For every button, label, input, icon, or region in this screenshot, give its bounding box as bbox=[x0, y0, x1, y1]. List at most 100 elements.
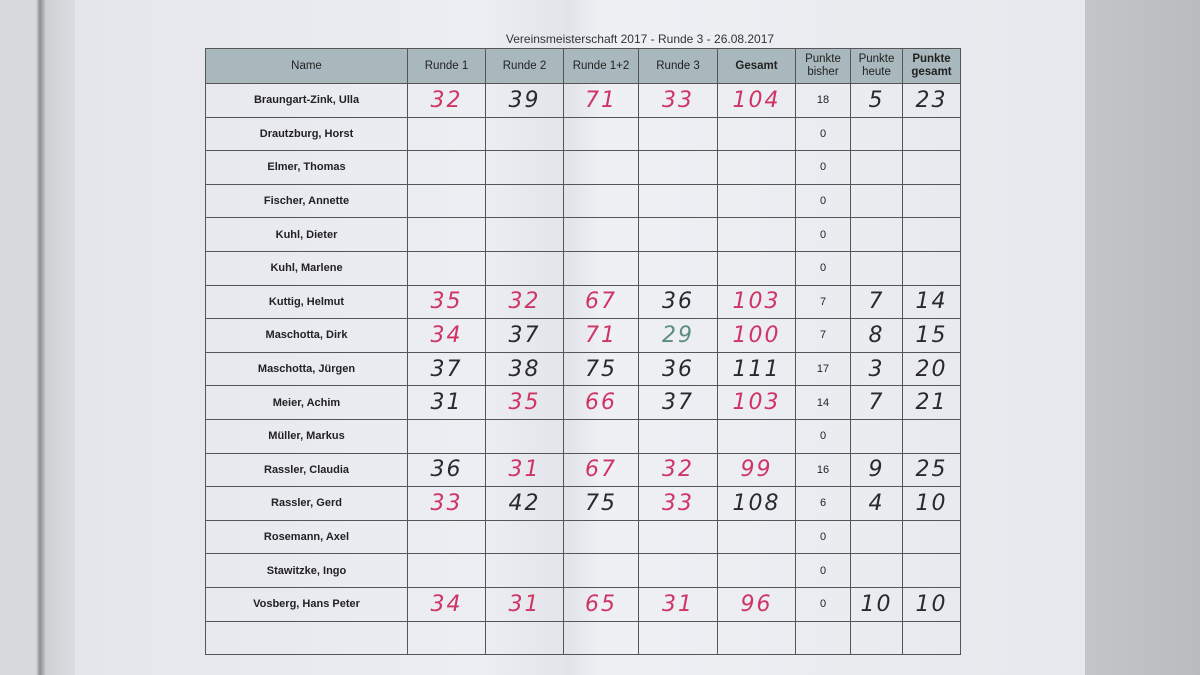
cell-bisher: 0 bbox=[795, 250, 851, 286]
cell-ges: 108 bbox=[717, 486, 796, 521]
player-name: Kuhl, Dieter bbox=[205, 217, 408, 252]
cell-r2: 42 bbox=[485, 486, 564, 521]
table-row: Meier, Achim 31 35 66 37 103 14 7 21 bbox=[205, 385, 961, 420]
cell-ges bbox=[717, 620, 796, 656]
cell-bisher: 0 bbox=[795, 116, 851, 152]
table-row: Vosberg, Hans Peter 34 31 65 31 96 0 10 10 bbox=[205, 586, 961, 622]
cell-r3 bbox=[638, 519, 718, 555]
cell-pges: 14 bbox=[902, 284, 961, 320]
cell-ges bbox=[717, 217, 796, 252]
cell-r12 bbox=[563, 620, 639, 656]
cell-ges bbox=[717, 250, 796, 286]
cell-r1: 36 bbox=[407, 452, 486, 488]
results-table: Name Runde 1 Runde 2 Runde 1+2 Runde 3 Gesamt… bbox=[205, 48, 961, 656]
cell-r3: 33 bbox=[638, 486, 718, 521]
cell-r12: 66 bbox=[563, 385, 639, 420]
table-row: Fischer, Annette 0 bbox=[205, 183, 961, 219]
cell-ges: 103 bbox=[717, 284, 796, 320]
cell-pges bbox=[902, 553, 961, 588]
table-row: Maschotta, Dirk 34 37 71 29 100 7 8 15 bbox=[205, 318, 961, 353]
cell-bisher: 14 bbox=[795, 385, 851, 420]
cell-pges bbox=[902, 217, 961, 252]
cell-r2: 31 bbox=[485, 586, 564, 622]
cell-r1: 31 bbox=[407, 385, 486, 420]
cell-r1 bbox=[407, 519, 486, 555]
cell-r3: 31 bbox=[638, 586, 718, 622]
cell-r12 bbox=[563, 519, 639, 555]
cell-bisher: 0 bbox=[795, 183, 851, 219]
cell-heute bbox=[850, 250, 903, 286]
cell-heute bbox=[850, 553, 903, 588]
table-row: Kuttig, Helmut 35 32 67 36 103 7 7 14 bbox=[205, 284, 961, 320]
cell-heute: 7 bbox=[850, 284, 903, 320]
cell-r12: 67 bbox=[563, 284, 639, 320]
cell-r2: 32 bbox=[485, 284, 564, 320]
player-name: Drautzburg, Horst bbox=[205, 116, 408, 152]
cell-r1 bbox=[407, 116, 486, 152]
header-row: Name Runde 1 Runde 2 Runde 1+2 Runde 3 Gesamt… bbox=[205, 48, 961, 84]
player-name: Kuhl, Marlene bbox=[205, 250, 408, 286]
cell-bisher: 0 bbox=[795, 418, 851, 454]
player-name: Braungart-Zink, Ulla bbox=[205, 83, 408, 118]
cell-r2 bbox=[485, 250, 564, 286]
cell-ges bbox=[717, 519, 796, 555]
cell-r2 bbox=[485, 519, 564, 555]
cell-r1 bbox=[407, 250, 486, 286]
cell-r12 bbox=[563, 183, 639, 219]
cell-ges: 104 bbox=[717, 83, 796, 118]
cell-pges bbox=[902, 519, 961, 555]
cell-r2: 35 bbox=[485, 385, 564, 420]
table-row: Drautzburg, Horst 0 bbox=[205, 116, 961, 152]
cell-r1 bbox=[407, 620, 486, 656]
cell-r1: 35 bbox=[407, 284, 486, 320]
cell-r3 bbox=[638, 620, 718, 656]
table-row: Braungart-Zink, Ulla 32 39 71 33 104 18 5 23 bbox=[205, 83, 961, 118]
player-name: Rassler, Claudia bbox=[205, 452, 408, 488]
column-header: Runde 1 bbox=[407, 48, 486, 84]
column-header: Punkte heute bbox=[850, 48, 903, 84]
player-name: Müller, Markus bbox=[205, 418, 408, 454]
cell-pges: 21 bbox=[902, 385, 961, 420]
cell-r12 bbox=[563, 116, 639, 152]
cell-heute bbox=[850, 116, 903, 152]
cell-pges: 23 bbox=[902, 83, 961, 118]
cell-r2: 39 bbox=[485, 83, 564, 118]
player-name: Meier, Achim bbox=[205, 385, 408, 420]
cell-bisher: 17 bbox=[795, 351, 851, 387]
cell-r1: 34 bbox=[407, 586, 486, 622]
column-header: Punkte gesamt bbox=[902, 48, 961, 84]
cell-bisher: 16 bbox=[795, 452, 851, 488]
cell-ges: 99 bbox=[717, 452, 796, 488]
cell-r1: 33 bbox=[407, 486, 486, 521]
cell-r2 bbox=[485, 418, 564, 454]
cell-ges bbox=[717, 418, 796, 454]
table-row: Elmer, Thomas 0 bbox=[205, 150, 961, 185]
cell-ges bbox=[717, 116, 796, 152]
column-header: Runde 1+2 bbox=[563, 48, 639, 84]
cell-heute: 9 bbox=[850, 452, 903, 488]
player-name: Maschotta, Dirk bbox=[205, 318, 408, 353]
cell-bisher: 0 bbox=[795, 553, 851, 588]
cell-r3: 32 bbox=[638, 452, 718, 488]
cell-r3: 37 bbox=[638, 385, 718, 420]
table-row: Kuhl, Marlene 0 bbox=[205, 250, 961, 286]
cell-ges bbox=[717, 150, 796, 185]
cell-r2 bbox=[485, 150, 564, 185]
cell-pges: 15 bbox=[902, 318, 961, 353]
cell-heute bbox=[850, 150, 903, 185]
cell-ges bbox=[717, 553, 796, 588]
cell-r1: 34 bbox=[407, 318, 486, 353]
cell-pges bbox=[902, 418, 961, 454]
cell-r1 bbox=[407, 217, 486, 252]
cell-r3 bbox=[638, 116, 718, 152]
cell-heute bbox=[850, 217, 903, 252]
cell-bisher: 0 bbox=[795, 519, 851, 555]
cell-heute: 10 bbox=[850, 586, 903, 622]
player-name: Vosberg, Hans Peter bbox=[205, 586, 408, 622]
cell-r1 bbox=[407, 183, 486, 219]
cell-r2: 31 bbox=[485, 452, 564, 488]
cell-ges bbox=[717, 183, 796, 219]
cell-r2 bbox=[485, 217, 564, 252]
background-left bbox=[0, 0, 75, 675]
cell-r1 bbox=[407, 150, 486, 185]
